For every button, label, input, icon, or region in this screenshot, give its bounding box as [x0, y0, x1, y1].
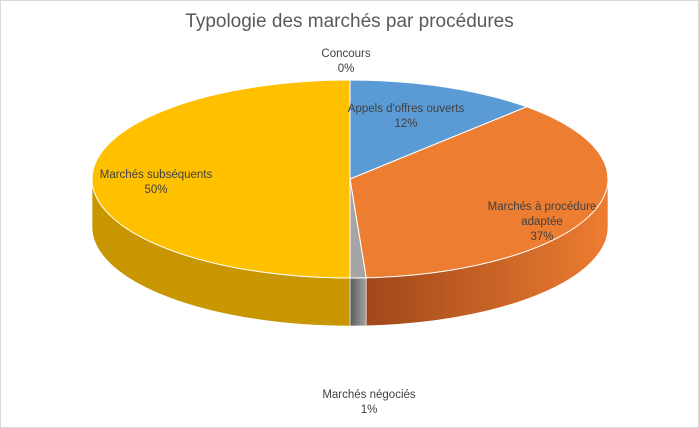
label-procedure-adaptee: Marchés à procédure adaptée 37%: [479, 200, 605, 245]
label-concours-value: 0%: [337, 63, 355, 75]
slice-top-procedure-adaptee: [349, 106, 609, 279]
slice-top-subsequents: [91, 79, 351, 279]
slice-side-negocies: [349, 277, 367, 327]
label-appels-offres-value: 12%: [394, 118, 418, 130]
slice-top-appels-offres: [349, 79, 529, 180]
label-concours: Concours 0%: [301, 47, 391, 77]
label-appels-offres: Appels d'offres ouverts 12%: [346, 102, 466, 132]
label-subsequents-name: Marchés subséquents: [99, 169, 213, 181]
label-subsequents-value: 50%: [144, 184, 168, 196]
label-subsequents: Marchés subséquents 50%: [96, 168, 216, 198]
label-concours-name: Concours: [321, 48, 371, 60]
label-appels-offres-name: Appels d'offres ouverts: [347, 103, 465, 115]
label-procedure-adaptee-name: Marchés à procédure adaptée: [487, 201, 597, 228]
label-procedure-adaptee-value: 37%: [530, 231, 554, 243]
label-negocies-value: 1%: [360, 404, 378, 416]
chart-title: Typologie des marchés par procédures: [185, 11, 514, 32]
label-negocies: Marchés négociés 1%: [314, 388, 424, 418]
label-negocies-name: Marchés négociés: [322, 389, 416, 401]
